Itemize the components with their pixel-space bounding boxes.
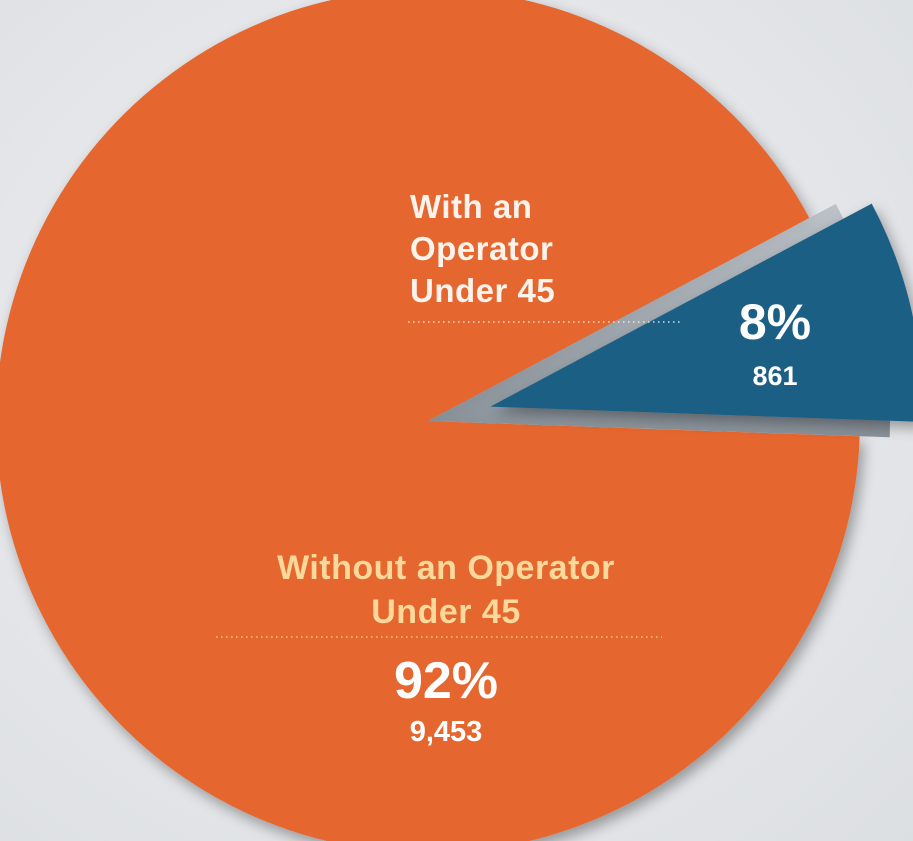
slice-label-without-operator: Without an Operator Under 45 xyxy=(196,546,696,634)
slice-label-line: Under 45 xyxy=(410,272,556,309)
slice-label-line: Operator xyxy=(410,230,554,267)
slice-count-with-operator: 861 xyxy=(752,361,798,391)
slice-percent-without-operator: 92% xyxy=(393,652,499,710)
slice-label-line: Under 45 xyxy=(371,593,521,631)
slice-label-line: Without an Operator xyxy=(277,549,615,587)
pie-slice-with-operator xyxy=(490,203,913,422)
slice-label-line: With an xyxy=(410,188,533,225)
pie-slice-without-operator xyxy=(0,0,860,841)
slice-percent-with-operator: 8% xyxy=(738,294,812,350)
slice-count-without-operator: 9,453 xyxy=(409,716,483,748)
slice-label-with-operator: With an Operator Under 45 xyxy=(410,186,690,312)
